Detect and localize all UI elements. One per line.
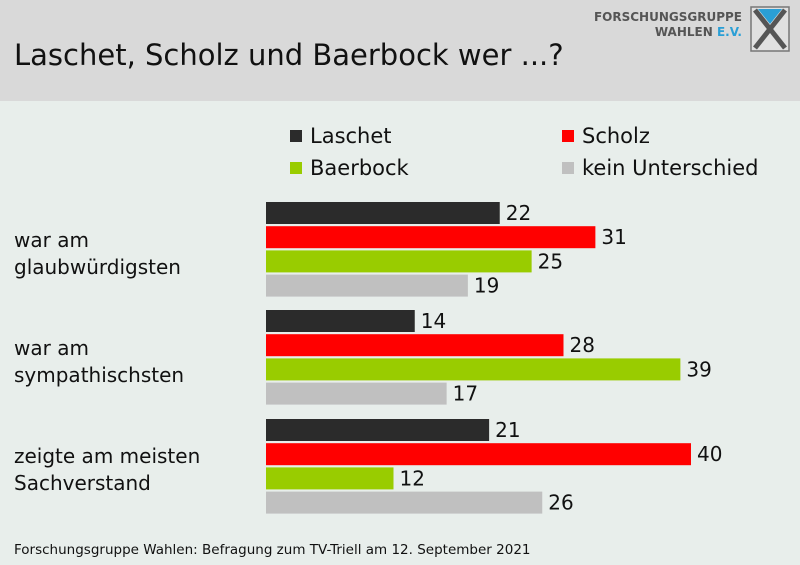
bar-laschet-1 (266, 310, 415, 332)
bar-scholz-2 (266, 443, 691, 466)
legend-label-laschet: Laschet (310, 124, 392, 148)
bar-baerbock-0 (266, 250, 532, 273)
category-label-sachverstand: zeigte am meisten Sachverstand (14, 443, 200, 497)
logo-x-icon (750, 6, 790, 52)
data-label-scholz-0: 31 (601, 225, 626, 249)
category-label-line2: glaubwürdigsten (14, 255, 181, 279)
bar-scholz-0 (266, 226, 596, 249)
header-band: Laschet, Scholz und Baerbock wer ...? FO… (0, 0, 800, 101)
legend-label-baerbock: Baerbock (310, 156, 409, 180)
bar-kein-unterschied-1 (266, 382, 447, 405)
data-label-laschet-1: 14 (421, 309, 446, 333)
legend-label-kein-unterschied: kein Unterschied (582, 156, 759, 180)
logo-line2-wrap: WAHLEN E.V. (594, 25, 742, 40)
logo-suffix: E.V. (716, 25, 742, 39)
bar-scholz-1 (266, 334, 564, 357)
bar-laschet-0 (266, 202, 500, 224)
category-label-line1: zeigte am meisten (14, 444, 201, 468)
category-label-line2: sympathischsten (14, 363, 185, 387)
data-label-kein-unterschied-2: 26 (548, 491, 573, 515)
logo-line2: WAHLEN (654, 25, 713, 39)
legend-item-scholz: Scholz (562, 124, 650, 148)
bar-baerbock-2 (266, 467, 394, 490)
legend-label-scholz: Scholz (582, 124, 650, 148)
bar-baerbock-1 (266, 358, 681, 381)
legend: Laschet Scholz Baerbock kein Unterschied (0, 0, 800, 200)
data-label-scholz-2: 40 (697, 442, 722, 466)
bar-kein-unterschied-2 (266, 491, 543, 514)
source-footer: Forschungsgruppe Wahlen: Befragung zum T… (14, 542, 531, 558)
category-label-glaubwuerdigsten: war am glaubwürdigsten (14, 227, 181, 281)
data-label-scholz-1: 28 (570, 333, 595, 357)
data-label-baerbock-1: 39 (686, 357, 711, 381)
chart-title: Laschet, Scholz und Baerbock wer ...? (14, 38, 564, 72)
logo: FORSCHUNGSGRUPPE WAHLEN E.V. (594, 6, 790, 52)
legend-item-laschet: Laschet (290, 124, 392, 148)
legend-swatch-kein-unterschied (562, 162, 574, 174)
legend-swatch-baerbock (290, 162, 302, 174)
logo-text: FORSCHUNGSGRUPPE WAHLEN E.V. (594, 10, 742, 40)
logo-line1: FORSCHUNGSGRUPPE (593, 10, 742, 24)
bar-kein-unterschied-0 (266, 274, 468, 297)
data-label-kein-unterschied-0: 19 (474, 274, 499, 298)
legend-swatch-scholz (562, 130, 574, 142)
legend-swatch-laschet (290, 130, 302, 142)
data-label-laschet-2: 21 (495, 418, 520, 442)
category-label-sympathischsten: war am sympathischsten (14, 335, 184, 389)
data-label-baerbock-0: 25 (538, 249, 563, 273)
legend-item-kein-unterschied: kein Unterschied (562, 156, 759, 180)
legend-item-baerbock: Baerbock (290, 156, 409, 180)
category-label-line1: war am (14, 336, 89, 360)
data-label-baerbock-2: 12 (400, 466, 425, 490)
category-label-line2: Sachverstand (14, 471, 151, 495)
bar-laschet-2 (266, 419, 490, 441)
data-label-kein-unterschied-1: 17 (453, 382, 478, 406)
data-label-laschet-0: 22 (506, 201, 531, 225)
category-label-line1: war am (14, 228, 89, 252)
